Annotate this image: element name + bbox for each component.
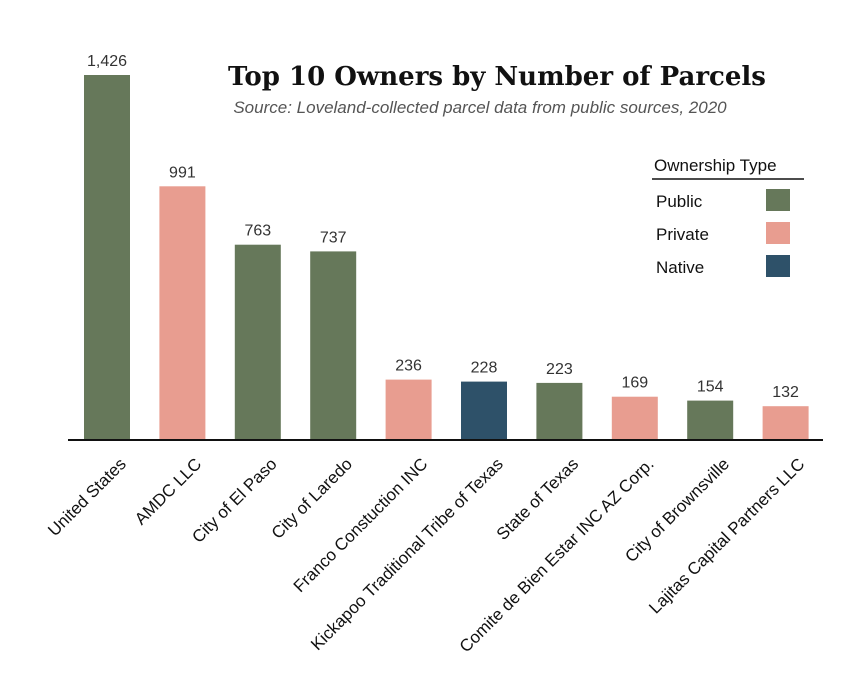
category-label-1: United States — [44, 454, 130, 540]
value-label-6: 228 — [471, 360, 498, 377]
value-label-1: 1,426 — [87, 53, 127, 70]
bar-9 — [687, 400, 734, 440]
value-label-9: 154 — [697, 379, 724, 396]
value-label-10: 132 — [772, 384, 799, 401]
category-label-2: AMDC LLC — [131, 454, 205, 528]
bar-3 — [234, 244, 281, 440]
value-label-8: 169 — [621, 375, 648, 392]
legend-entries: Public Private Native — [656, 189, 790, 277]
legend-label-private: Private — [656, 225, 709, 244]
bar-1 — [84, 75, 130, 440]
legend: Ownership Type Public Private Native — [652, 156, 804, 277]
bar-2 — [159, 186, 206, 440]
bar-8 — [611, 396, 658, 440]
legend-label-public: Public — [656, 192, 703, 211]
bar-6 — [461, 381, 507, 440]
bar-4 — [310, 251, 357, 440]
chart-title: Top 10 Owners by Number of Parcels — [228, 62, 766, 92]
category-label-10: Lajitas Capital Partners LLC — [645, 454, 808, 617]
value-label-3: 763 — [244, 223, 271, 240]
chart-subtitle: Source: Loveland-collected parcel data f… — [233, 98, 727, 117]
legend-swatch-private — [766, 222, 790, 244]
value-label-7: 223 — [546, 361, 573, 378]
value-label-4: 737 — [320, 229, 347, 246]
legend-title: Ownership Type — [654, 156, 777, 175]
bar-5 — [385, 379, 432, 440]
value-label-5: 236 — [395, 358, 422, 375]
bar-7 — [536, 382, 583, 440]
legend-swatch-public — [766, 189, 790, 211]
legend-label-native: Native — [656, 258, 704, 277]
category-label-5: Franco Constuction INC — [290, 454, 432, 596]
value-label-2: 991 — [169, 164, 196, 181]
bar-10 — [762, 406, 809, 440]
legend-swatch-native — [766, 255, 790, 277]
